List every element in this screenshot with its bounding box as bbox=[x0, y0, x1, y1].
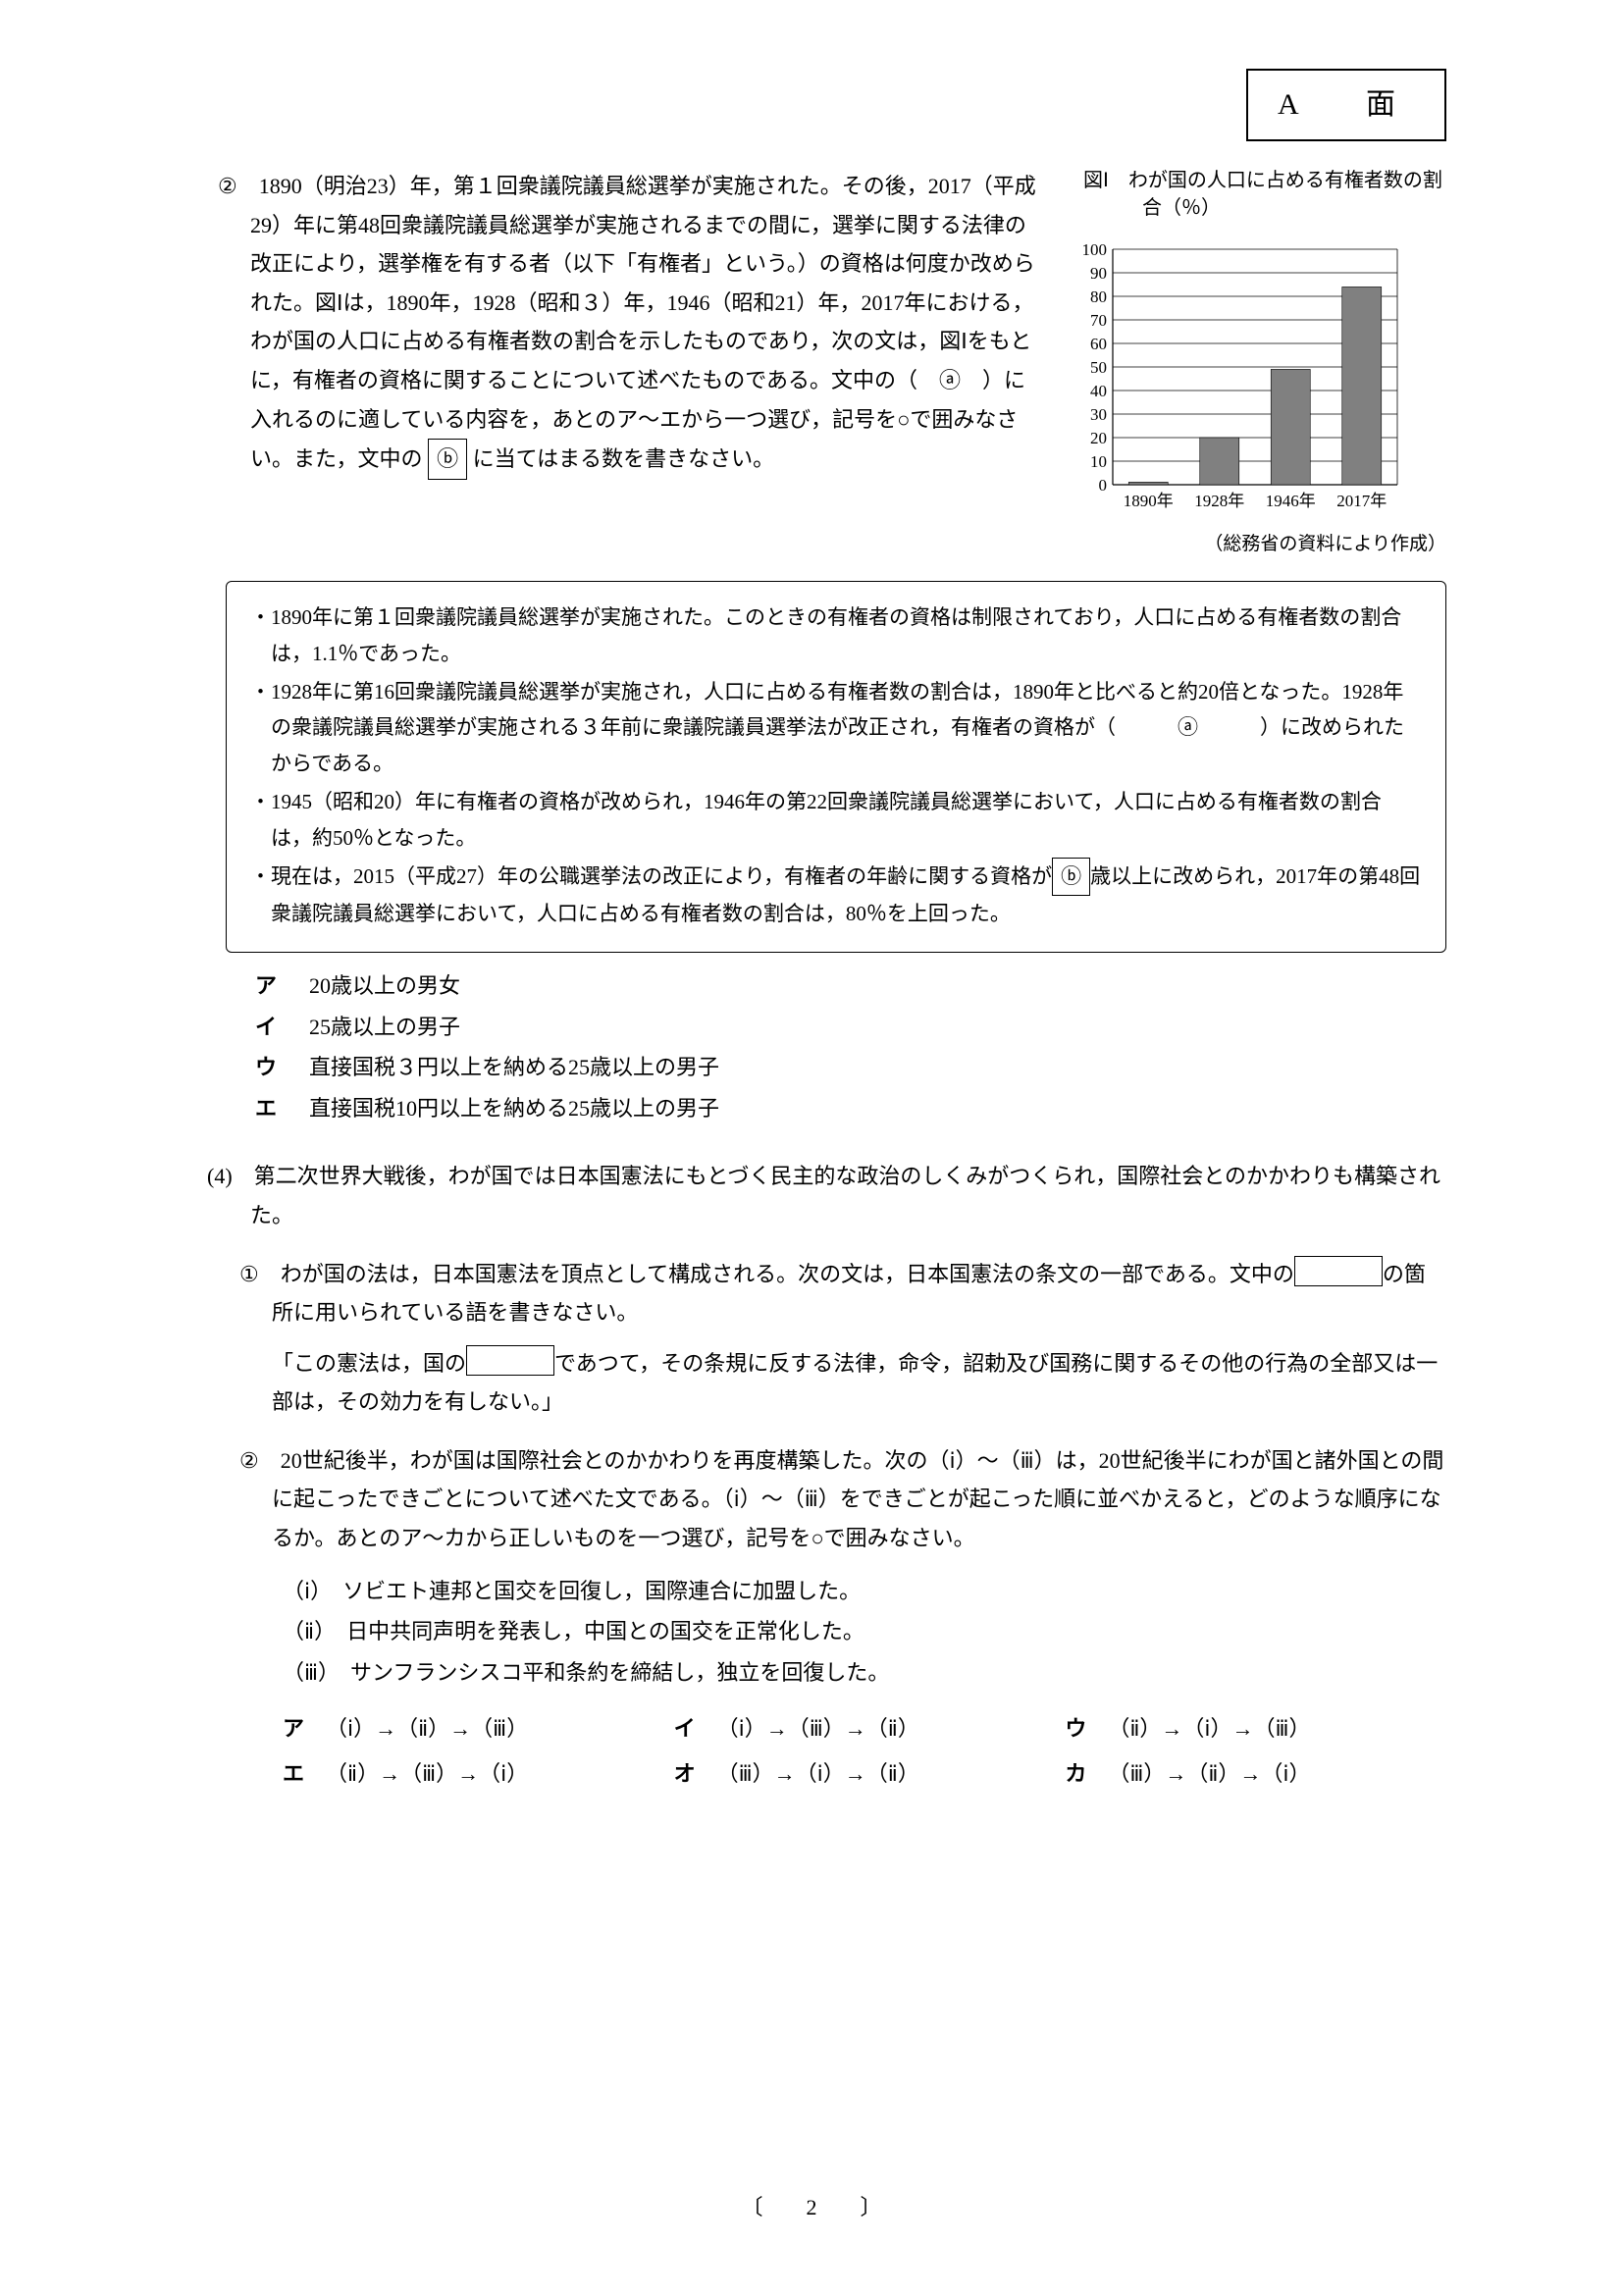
svg-text:90: 90 bbox=[1090, 264, 1107, 283]
choice-text: 25歳以上の男子 bbox=[288, 1015, 460, 1039]
blank-b-inline: ⓑ bbox=[428, 439, 467, 480]
svg-text:1946年: 1946年 bbox=[1266, 492, 1316, 510]
svg-text:40: 40 bbox=[1090, 382, 1107, 400]
svg-text:80: 80 bbox=[1090, 287, 1107, 306]
blank-b-box: ⓑ bbox=[1052, 858, 1090, 896]
choice-row: イ 25歳以上の男子 bbox=[255, 1008, 1446, 1047]
answer-option: ウ （ⅱ）→（ⅰ）→（ⅲ） bbox=[1065, 1709, 1446, 1748]
question-2-text: ② 1890（明治23）年，第１回衆議院議員総選挙が実施された。その後，2017… bbox=[196, 167, 1044, 480]
answer-text: （ⅰ）→（ⅲ）→（ⅱ） bbox=[707, 1716, 919, 1741]
svg-text:70: 70 bbox=[1090, 311, 1107, 330]
q4-number: (4) bbox=[207, 1164, 233, 1188]
answer-text: （ⅱ）→（ⅰ）→（ⅲ） bbox=[1097, 1716, 1310, 1741]
q4-sub2-text: ② 20世紀後半，わが国は国際社会とのかかわりを再度構築した。次の（ⅰ）〜（ⅲ）… bbox=[239, 1441, 1446, 1558]
choice-text: 直接国税３円以上を納める25歳以上の男子 bbox=[288, 1055, 719, 1079]
svg-text:2017年: 2017年 bbox=[1336, 492, 1387, 510]
q4-sub2-body: 20世紀後半，わが国は国際社会とのかかわりを再度構築した。次の（ⅰ）〜（ⅲ）は，… bbox=[259, 1448, 1444, 1550]
q4-sub2: ② 20世紀後半，わが国は国際社会とのかかわりを再度構築した。次の（ⅰ）〜（ⅲ）… bbox=[196, 1441, 1446, 1794]
blank-box-1 bbox=[1294, 1256, 1383, 1286]
q2-number: ② bbox=[218, 174, 237, 198]
bullet-item: ・現在は，2015（平成27）年の公職選挙法の改正により，有権者の年齢に関する資… bbox=[250, 858, 1422, 932]
svg-text:1928年: 1928年 bbox=[1194, 492, 1244, 510]
page-number: 〔 2 〕 bbox=[741, 2188, 881, 2227]
answer-option: オ （ⅲ）→（ⅰ）→（ⅱ） bbox=[674, 1754, 1056, 1794]
svg-text:50: 50 bbox=[1090, 358, 1107, 377]
choice-label: エ bbox=[255, 1089, 288, 1128]
svg-text:0: 0 bbox=[1099, 476, 1108, 495]
answer-label: ア bbox=[283, 1709, 315, 1748]
main-content: ② 1890（明治23）年，第１回衆議院議員総選挙が実施された。その後，2017… bbox=[196, 167, 1446, 1794]
q4-intro-text: 第二次世界大戦後，わが国では日本国憲法にもとづく民主的な政治のしくみがつくられ，… bbox=[233, 1164, 1440, 1227]
choice-row: ア 20歳以上の男女 bbox=[255, 966, 1446, 1006]
constitution-quote: 「この憲法は，国のであつて，その条規に反する法律，命令，詔勅及び国務に関するその… bbox=[239, 1344, 1446, 1422]
svg-text:20: 20 bbox=[1090, 429, 1107, 447]
svg-text:1890年: 1890年 bbox=[1124, 492, 1174, 510]
question-4: (4) 第二次世界大戦後，わが国では日本国憲法にもとづく民主的な政治のしくみがつ… bbox=[196, 1157, 1446, 1793]
quote-pre: 「この憲法は，国の bbox=[272, 1351, 466, 1376]
roman-item: （ⅲ） サンフランシスコ平和条約を締結し，独立を回復した。 bbox=[283, 1653, 1446, 1693]
bullet-item: ・1928年に第16回衆議院議員総選挙が実施され，人口に占める有権者数の割合は，… bbox=[250, 674, 1422, 782]
q2-body: 1890（明治23）年，第１回衆議院議員総選挙が実施された。その後，2017（平… bbox=[237, 174, 1036, 471]
q4-sub1: ① わが国の法は，日本国憲法を頂点として構成される。次の文は，日本国憲法の条文の… bbox=[196, 1255, 1446, 1422]
choice-label: イ bbox=[255, 1008, 288, 1047]
bullet-item: ・1945（昭和20）年に有権者の資格が改められ，1946年の第22回衆議院議員… bbox=[250, 784, 1422, 857]
choices-list: ア 20歳以上の男女イ 25歳以上の男子ウ 直接国税３円以上を納める25歳以上の… bbox=[255, 966, 1446, 1127]
answer-text: （ⅲ）→（ⅰ）→（ⅱ） bbox=[707, 1761, 919, 1786]
q4-sub1-number: ① bbox=[239, 1262, 259, 1286]
choice-label: ア bbox=[255, 966, 288, 1006]
chart-area: 図Ⅰ わが国の人口に占める有権者数の割合（％） 0 10 20 30 40 50 60 70 8… bbox=[1064, 167, 1446, 561]
q4-sub2-number: ② bbox=[239, 1448, 259, 1473]
answer-label: オ bbox=[674, 1754, 707, 1794]
answer-text: （ⅱ）→（ⅲ）→（ⅰ） bbox=[315, 1761, 528, 1786]
choice-text: 直接国税10円以上を納める25歳以上の男子 bbox=[288, 1096, 719, 1121]
roman-item: （ⅱ） 日中共同声明を発表し，中国との国交を正常化した。 bbox=[283, 1612, 1446, 1651]
choice-row: エ 直接国税10円以上を納める25歳以上の男子 bbox=[255, 1089, 1446, 1128]
q4-intro: (4) 第二次世界大戦後，わが国では日本国憲法にもとづく民主的な政治のしくみがつ… bbox=[196, 1157, 1446, 1234]
blank-box-2 bbox=[466, 1345, 554, 1376]
svg-text:60: 60 bbox=[1090, 335, 1107, 353]
svg-text:10: 10 bbox=[1090, 452, 1107, 471]
bar-chart: 0 10 20 30 40 50 60 70 80 90 100 1890年 1928年 1946年 201… bbox=[1064, 230, 1417, 524]
q4-sub1-text: ① わが国の法は，日本国憲法を頂点として構成される。次の文は，日本国憲法の条文の… bbox=[239, 1255, 1446, 1332]
question-2-section: ② 1890（明治23）年，第１回衆議院議員総選挙が実施された。その後，2017… bbox=[196, 167, 1446, 561]
chart-caption: （総務省の資料により作成） bbox=[1064, 528, 1446, 561]
answer-option: ア （ⅰ）→（ⅱ）→（ⅲ） bbox=[283, 1709, 664, 1748]
answer-label: ウ bbox=[1065, 1709, 1097, 1748]
answer-label: エ bbox=[283, 1754, 315, 1794]
boxed-passage: ・1890年に第１回衆議院議員総選挙が実施された。このときの有権者の資格は制限さ… bbox=[226, 581, 1446, 953]
roman-item: （ⅰ） ソビエト連邦と国交を回復し，国際連合に加盟した。 bbox=[283, 1572, 1446, 1611]
choice-text: 20歳以上の男女 bbox=[288, 973, 460, 998]
answer-option: イ （ⅰ）→（ⅲ）→（ⅱ） bbox=[674, 1709, 1056, 1748]
answer-grid: ア （ⅰ）→（ⅱ）→（ⅲ）イ （ⅰ）→（ⅲ）→（ⅱ）ウ （ⅱ）→（ⅰ）→（ⅲ）エ… bbox=[239, 1709, 1446, 1793]
q2-body-after: に当てはまる数を書きなさい。 bbox=[473, 446, 775, 471]
bullet-item: ・1890年に第１回衆議院議員総選挙が実施された。このときの有権者の資格は制限さ… bbox=[250, 600, 1422, 672]
chart-title: 図Ⅰ わが国の人口に占める有権者数の割合（％） bbox=[1123, 167, 1446, 222]
svg-text:30: 30 bbox=[1090, 405, 1107, 424]
answer-option: カ （ⅲ）→（ⅱ）→（ⅰ） bbox=[1065, 1754, 1446, 1794]
page-face-label: A 面 bbox=[1246, 69, 1446, 141]
answer-text: （ⅰ）→（ⅱ）→（ⅲ） bbox=[315, 1716, 528, 1741]
answer-text: （ⅲ）→（ⅱ）→（ⅰ） bbox=[1097, 1761, 1310, 1786]
answer-label: イ bbox=[674, 1709, 707, 1748]
choice-row: ウ 直接国税３円以上を納める25歳以上の男子 bbox=[255, 1048, 1446, 1087]
answer-label: カ bbox=[1065, 1754, 1097, 1794]
q4-sub1-pre: わが国の法は，日本国憲法を頂点として構成される。次の文は，日本国憲法の条文の一部… bbox=[259, 1262, 1294, 1286]
answer-option: エ （ⅱ）→（ⅲ）→（ⅰ） bbox=[283, 1754, 664, 1794]
svg-text:100: 100 bbox=[1082, 240, 1108, 259]
roman-list: （ⅰ） ソビエト連邦と国交を回復し，国際連合に加盟した。（ⅱ） 日中共同声明を発… bbox=[239, 1572, 1446, 1693]
choice-label: ウ bbox=[255, 1048, 288, 1087]
